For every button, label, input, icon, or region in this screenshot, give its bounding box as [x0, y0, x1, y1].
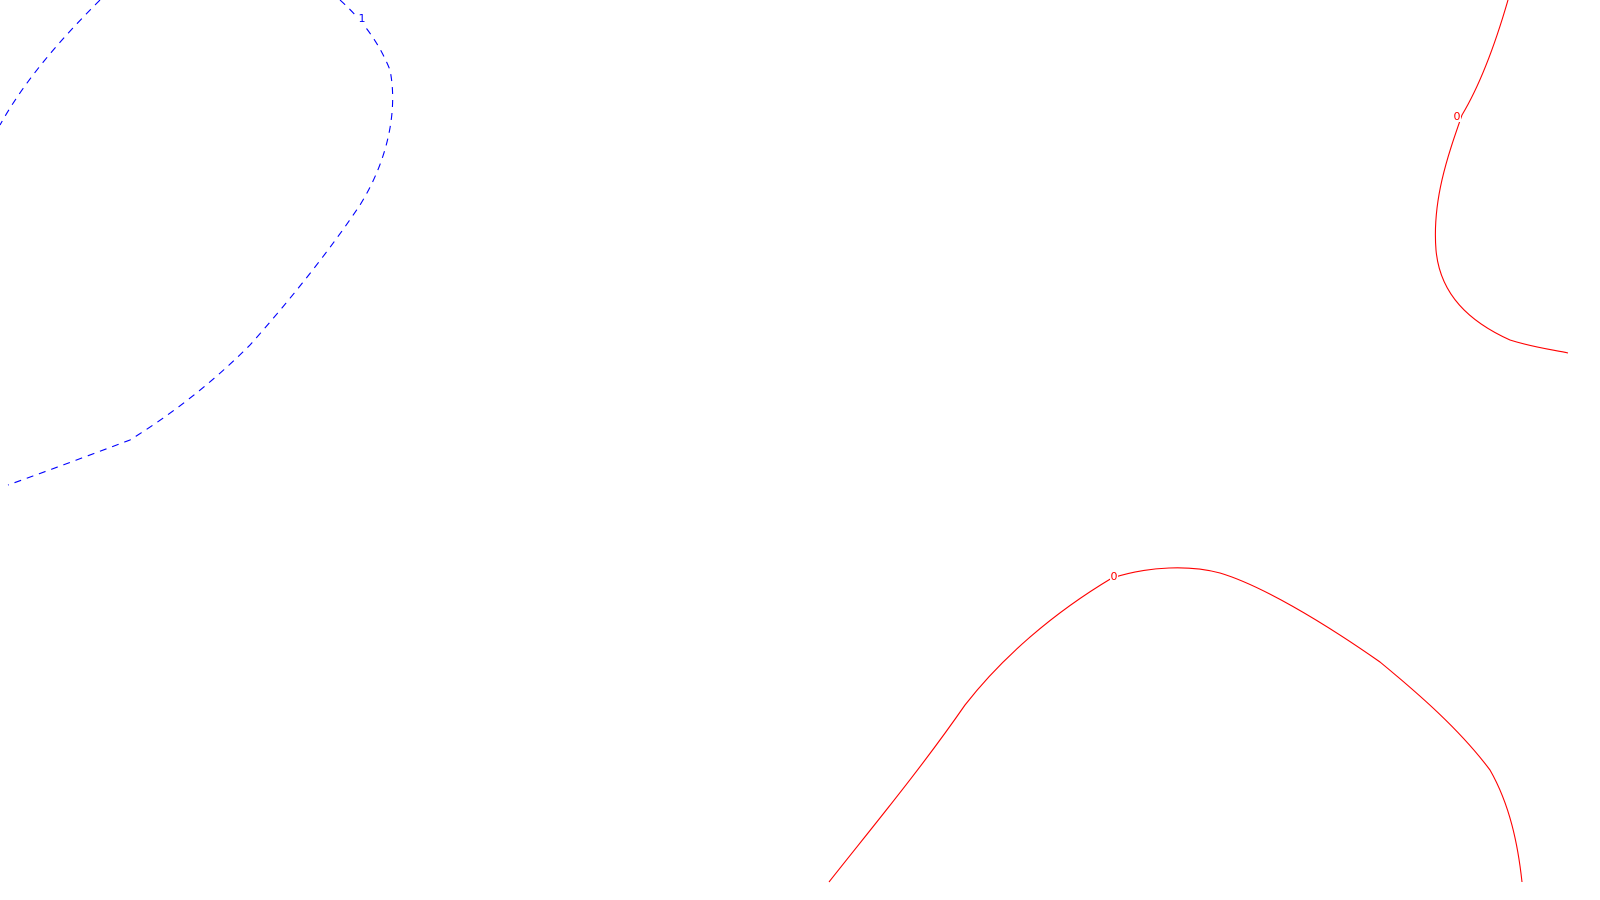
contour-label-level-0: 0 [1454, 110, 1461, 123]
contour-label-background [358, 13, 366, 24]
contour-label-background [1453, 111, 1461, 122]
contour-label-level-1: 1 [359, 12, 366, 25]
contour-line-level-0-segment-2 [828, 567, 1523, 883]
contour-label-background [1110, 571, 1118, 582]
contour-line-level-0-segment-1 [1434, 0, 1569, 354]
contour-label-level-0: 0 [1111, 570, 1118, 583]
contour-layer [0, 0, 1569, 883]
contour-label-layer: 1 0 0 [358, 12, 1461, 583]
contour-line-level-1-segment-1 [0, 0, 394, 486]
